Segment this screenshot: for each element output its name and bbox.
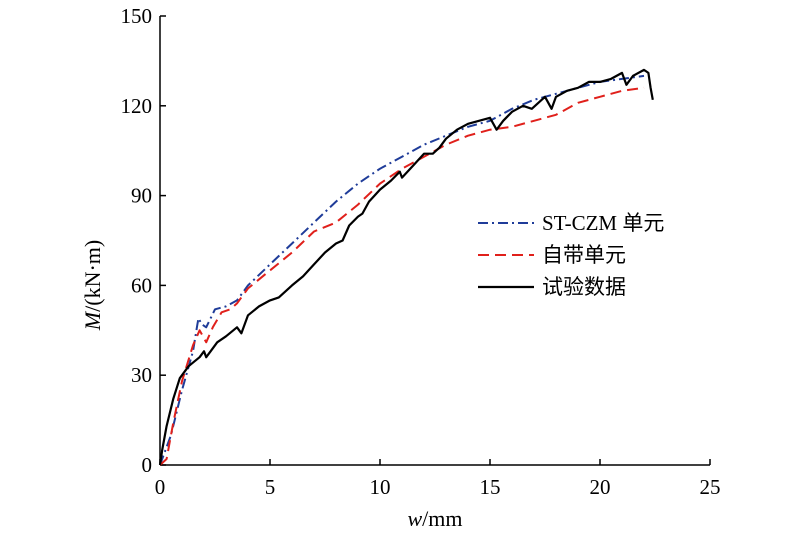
- x-axis-label: w/mm: [407, 506, 462, 531]
- series-line-1: [159, 74, 645, 466]
- series-line-2: [159, 86, 645, 466]
- series-layer: [158, 68, 654, 466]
- y-axis-label: M/(kN·m): [80, 240, 105, 331]
- y-axis: 0 30 60 90 120 150: [121, 4, 166, 477]
- legend-label-1: ST-CZM 单元: [542, 211, 664, 235]
- x-tick-label: 15: [480, 475, 501, 499]
- legend-label-2: 自带单元: [542, 243, 626, 267]
- y-tick-label: 90: [131, 184, 152, 208]
- x-tick-label: 10: [370, 475, 391, 499]
- y-tick-label: 30: [131, 363, 152, 387]
- x-tick-label: 25: [700, 475, 721, 499]
- y-tick-label: 150: [121, 4, 153, 28]
- y-tick-label: 0: [142, 453, 153, 477]
- x-tick-label: 20: [590, 475, 611, 499]
- x-tick-label: 5: [265, 475, 276, 499]
- y-tick-label: 60: [131, 273, 152, 297]
- legend-label-3: 试验数据: [542, 275, 626, 299]
- y-tick-label: 120: [121, 94, 153, 118]
- x-axis: 0 5 10 15 20 25: [155, 459, 721, 499]
- x-tick-label: 0: [155, 475, 166, 499]
- series-line-3: [158, 68, 654, 466]
